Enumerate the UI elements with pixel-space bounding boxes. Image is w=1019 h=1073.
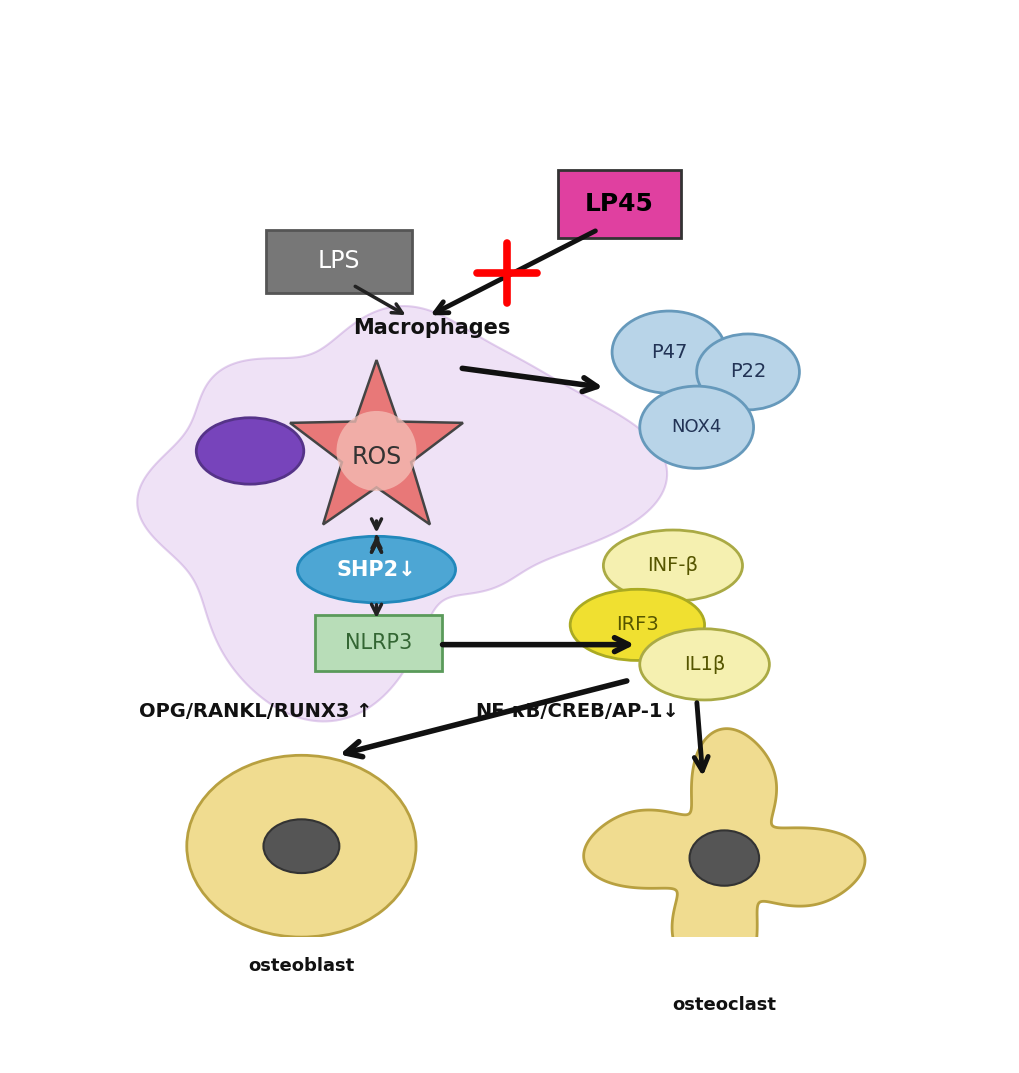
Ellipse shape xyxy=(263,820,339,873)
Ellipse shape xyxy=(298,536,455,603)
Text: SHP2↓: SHP2↓ xyxy=(336,559,416,579)
Circle shape xyxy=(336,411,416,491)
Ellipse shape xyxy=(696,334,799,410)
Text: NOX4: NOX4 xyxy=(671,418,721,437)
FancyBboxPatch shape xyxy=(557,171,681,237)
Ellipse shape xyxy=(639,629,768,700)
Text: Macrophages: Macrophages xyxy=(353,319,511,338)
Text: OPG/RANKL/RUNX3 ↑: OPG/RANKL/RUNX3 ↑ xyxy=(140,703,373,721)
FancyBboxPatch shape xyxy=(266,230,412,293)
Text: osteoblast: osteoblast xyxy=(248,957,355,975)
Polygon shape xyxy=(583,729,864,987)
Polygon shape xyxy=(289,361,463,525)
Text: IRF3: IRF3 xyxy=(615,616,658,634)
Text: LPS: LPS xyxy=(317,249,360,274)
Ellipse shape xyxy=(570,589,704,661)
Text: LP45: LP45 xyxy=(585,192,653,216)
FancyBboxPatch shape xyxy=(315,615,441,671)
Text: INF-β: INF-β xyxy=(647,556,698,575)
Text: ROS: ROS xyxy=(351,445,401,469)
Text: NF-κB/CREB/AP-1↓: NF-κB/CREB/AP-1↓ xyxy=(475,703,679,721)
Ellipse shape xyxy=(186,755,416,937)
Text: P22: P22 xyxy=(730,363,765,381)
Ellipse shape xyxy=(639,386,753,468)
Ellipse shape xyxy=(689,831,758,885)
Ellipse shape xyxy=(196,417,304,484)
Polygon shape xyxy=(138,306,666,721)
Text: IL1β: IL1β xyxy=(683,655,725,674)
Text: P47: P47 xyxy=(650,342,687,362)
Text: NLRP3: NLRP3 xyxy=(344,633,412,652)
Ellipse shape xyxy=(611,311,726,393)
Text: osteoclast: osteoclast xyxy=(672,997,775,1014)
Ellipse shape xyxy=(603,530,742,601)
